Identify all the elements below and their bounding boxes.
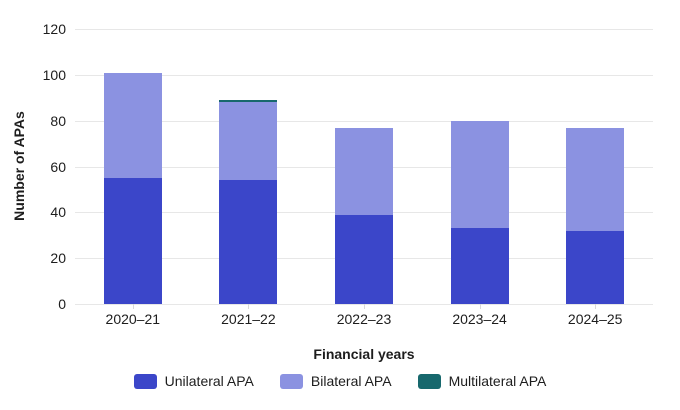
bar-segment-multilateral-apa[interactable] — [219, 100, 278, 103]
x-axis-tick-label: 2020–21 — [105, 311, 161, 327]
x-axis-tick — [595, 304, 597, 309]
y-axis-tick-label: 40 — [50, 204, 66, 221]
y-axis-tick-label: 100 — [42, 66, 66, 83]
bar-segment-unilateral-apa[interactable] — [219, 180, 278, 304]
gridline — [75, 74, 653, 76]
x-axis-tick — [132, 304, 134, 309]
legend-swatch — [279, 373, 303, 389]
bar-segment-unilateral-apa[interactable] — [335, 214, 393, 304]
bar-2023–24 — [450, 120, 509, 304]
x-axis-tick-label: 2023–24 — [452, 311, 507, 327]
y-axis-tick-label: 80 — [50, 112, 66, 129]
legend-item-unilateral-apa[interactable]: Unilateral APA — [133, 373, 254, 389]
x-axis-tick — [479, 304, 481, 309]
x-axis-tick-label: 2021–22 — [221, 311, 276, 327]
x-axis-tick-label: 2022–23 — [336, 311, 392, 327]
legend-item-multilateral-apa[interactable]: Multilateral APA — [417, 373, 547, 389]
legend-label: Unilateral APA — [164, 373, 254, 389]
bar-2021–22 — [219, 100, 278, 304]
y-axis-tick-label: 120 — [42, 21, 66, 37]
bar-segment-unilateral-apa[interactable] — [566, 230, 625, 304]
bar-2020–21 — [103, 72, 162, 304]
legend-swatch — [417, 373, 441, 389]
gridline — [75, 120, 653, 122]
bar-segment-bilateral-apa[interactable] — [335, 127, 393, 215]
x-axis-title: Financial years — [313, 346, 415, 362]
bar-segment-bilateral-apa[interactable] — [219, 102, 278, 181]
legend-swatch — [133, 373, 157, 389]
bar-segment-bilateral-apa[interactable] — [450, 120, 509, 229]
y-axis-tick-label: 0 — [58, 296, 66, 312]
y-axis-tick-label: 60 — [50, 158, 66, 175]
bar-segment-bilateral-apa[interactable] — [103, 72, 162, 178]
legend-label: Multilateral APA — [448, 373, 547, 389]
x-axis-tick — [248, 304, 250, 309]
gridline — [75, 29, 653, 30]
legend-item-bilateral-apa[interactable]: Bilateral APA — [279, 373, 392, 389]
y-axis-tick-label: 20 — [50, 250, 66, 267]
bar-2022–23 — [335, 127, 393, 304]
x-axis-tick-label: 2024–25 — [567, 311, 623, 327]
legend-label: Bilateral APA — [310, 373, 392, 389]
bar-2024–25 — [566, 127, 625, 304]
bar-segment-unilateral-apa[interactable] — [450, 228, 509, 304]
chart-legend: Unilateral APA Bilateral APA Multilateral … — [0, 371, 680, 391]
plot-area — [75, 29, 653, 305]
bar-segment-unilateral-apa[interactable] — [103, 177, 162, 304]
bar-segment-bilateral-apa[interactable] — [566, 127, 625, 231]
x-axis-tick — [364, 304, 365, 309]
